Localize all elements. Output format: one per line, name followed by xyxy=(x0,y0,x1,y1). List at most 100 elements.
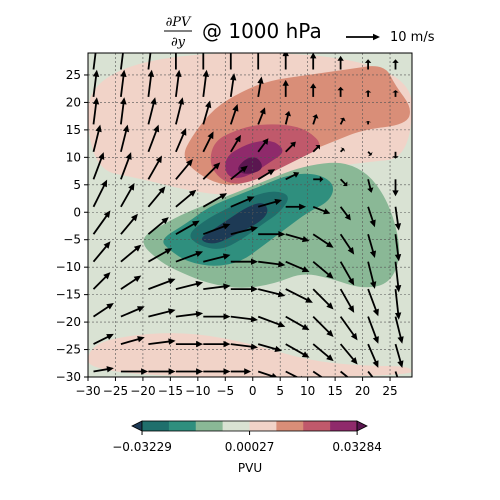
wind-vector xyxy=(367,261,377,289)
wind-vector-head xyxy=(150,97,157,105)
x-tick-label: −5 xyxy=(216,384,234,398)
quiver-key-vector xyxy=(346,33,380,41)
wind-vector xyxy=(120,306,145,318)
wind-vector xyxy=(367,233,377,259)
colorbar-swatch xyxy=(168,421,197,431)
x-tick-label: −20 xyxy=(130,384,155,398)
wind-vector xyxy=(310,53,317,70)
wind-vector-head xyxy=(103,210,111,218)
x-tick-label: −15 xyxy=(158,384,183,398)
wind-vector xyxy=(202,193,228,208)
wind-vector xyxy=(120,368,149,375)
wind-vector xyxy=(312,288,334,310)
wind-vector xyxy=(92,124,102,153)
wind-vector-shaft xyxy=(147,190,163,208)
wind-vector-shaft xyxy=(257,288,280,296)
colorbar: −0.03229 0.00027 0.03284 xyxy=(112,420,382,454)
wind-vector-head xyxy=(250,226,258,233)
wind-vector xyxy=(147,186,166,208)
wind-vector xyxy=(148,278,176,290)
wind-vector-shaft xyxy=(92,184,106,208)
wind-vector-shaft xyxy=(120,278,137,290)
wind-vector-head xyxy=(200,42,206,49)
wind-vector xyxy=(282,79,289,97)
wind-vector-shaft xyxy=(120,247,138,263)
wind-vector xyxy=(285,172,300,181)
wind-vector xyxy=(339,316,358,341)
wind-vector-layer xyxy=(92,42,404,377)
wind-vector xyxy=(394,234,402,262)
wind-vector-head xyxy=(342,181,348,187)
y-tick-label: 5 xyxy=(73,178,81,192)
wind-vector xyxy=(120,182,135,208)
wind-vector xyxy=(312,205,331,215)
y-tick-label: 25 xyxy=(66,68,81,82)
wind-vector xyxy=(92,152,105,180)
wind-vector-head xyxy=(196,340,204,348)
wind-vector-head xyxy=(284,110,292,117)
x-axis: −30 −25 −20 −15 −10 −5 0 5 10 15 20 25 xyxy=(75,377,398,398)
wind-vector xyxy=(148,338,176,345)
wind-vector-head xyxy=(213,162,221,170)
wind-vector-shaft xyxy=(367,179,372,190)
wind-vector xyxy=(203,368,231,375)
wind-vector-shaft xyxy=(285,260,305,271)
wind-vector xyxy=(147,69,155,98)
wind-vector xyxy=(92,97,100,125)
wind-vector xyxy=(120,244,142,263)
wind-vector xyxy=(202,131,214,153)
colorbar-tick-label: 0.00027 xyxy=(225,440,275,454)
wind-vector-shaft xyxy=(203,285,225,290)
wind-vector xyxy=(285,343,310,358)
y-tick-label: −25 xyxy=(56,343,81,357)
wind-vector xyxy=(200,42,206,70)
wind-vector-head xyxy=(337,55,344,61)
wind-vector-head xyxy=(168,368,176,375)
wind-vector-shaft xyxy=(367,288,378,311)
wind-vector-shaft xyxy=(394,316,402,339)
wind-vector-shaft xyxy=(339,343,355,361)
wind-vector-shaft xyxy=(202,75,207,98)
wind-vector-shaft xyxy=(93,368,109,373)
wind-vector-head xyxy=(251,258,258,265)
wind-vector-shaft xyxy=(147,129,158,153)
wind-vector xyxy=(93,333,114,345)
wind-vector-head xyxy=(168,338,176,345)
colorbar-swatch xyxy=(142,421,170,431)
wind-vector-head xyxy=(347,277,355,286)
wind-vector-head xyxy=(326,354,334,362)
wind-vector-head xyxy=(369,250,377,259)
wind-vector-head xyxy=(222,253,231,260)
wind-vector xyxy=(230,315,258,323)
title-suffix: @ 1000 hPa xyxy=(202,19,322,43)
wind-vector-shaft xyxy=(120,157,130,180)
wind-vector-head xyxy=(301,323,310,331)
wind-vector xyxy=(230,343,258,350)
wind-vector xyxy=(339,117,346,125)
wind-vector-shaft xyxy=(339,206,349,218)
wind-vector xyxy=(257,107,266,125)
wind-vector xyxy=(312,114,319,125)
wind-vector xyxy=(230,134,241,153)
wind-vector-shaft xyxy=(92,245,108,263)
wind-vector xyxy=(120,124,130,153)
plot-frame xyxy=(87,52,413,378)
wind-vector-head xyxy=(326,302,334,310)
wind-vector-head xyxy=(130,213,138,222)
wind-vector-head xyxy=(148,42,155,50)
x-tick-label: −25 xyxy=(103,384,128,398)
wind-vector-head xyxy=(205,100,212,109)
wind-vector-shaft xyxy=(394,343,402,363)
wind-vector xyxy=(339,343,358,365)
wind-vector-head xyxy=(195,280,204,288)
wind-vector-head xyxy=(155,155,162,164)
wind-vector-head xyxy=(168,308,176,315)
wind-vector xyxy=(93,366,114,373)
wind-vector-shaft xyxy=(312,146,319,153)
wind-vector xyxy=(339,233,355,255)
wind-vector-shaft xyxy=(147,250,168,263)
wind-vector xyxy=(284,110,292,125)
wind-vector-head xyxy=(339,117,346,122)
wind-vector xyxy=(92,69,100,98)
wind-vector-shaft xyxy=(285,288,308,301)
